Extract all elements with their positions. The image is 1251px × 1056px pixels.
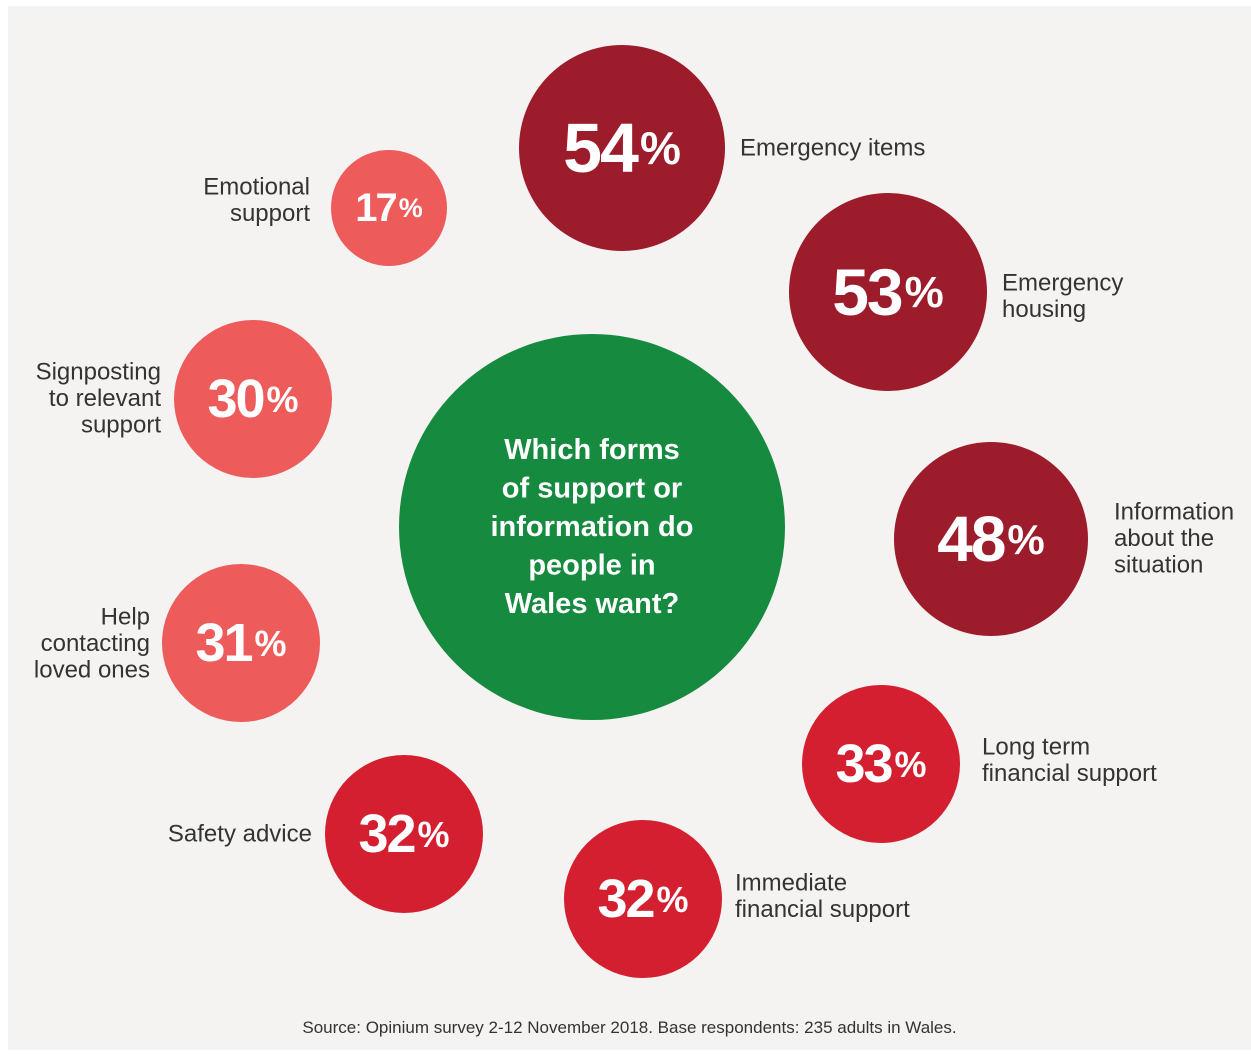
bubble-label: about the bbox=[1114, 525, 1214, 552]
bubble-value: 31% bbox=[195, 613, 286, 673]
bubble-label: Emotional bbox=[203, 174, 310, 201]
bubble-label: support bbox=[81, 412, 161, 439]
bubble-label: contacting bbox=[41, 630, 150, 657]
center-question-line: Which forms bbox=[504, 434, 680, 466]
bubble-31 bbox=[162, 564, 320, 722]
bubble-label: Information bbox=[1114, 499, 1234, 526]
bubble-label: support bbox=[230, 200, 310, 227]
bubble-label: Emergency bbox=[1002, 270, 1123, 297]
bubble-53 bbox=[789, 193, 987, 391]
bubble-30 bbox=[174, 320, 332, 478]
bubble-label: to relevant bbox=[49, 385, 161, 412]
infographic: Which forms of support or information do pe… bbox=[8, 6, 1251, 1050]
bubble-label: Safety advice bbox=[168, 821, 312, 848]
center-circle bbox=[399, 334, 785, 720]
bubble-label: situation bbox=[1114, 552, 1203, 579]
bubble-48 bbox=[894, 442, 1088, 636]
bubble-label: housing bbox=[1002, 296, 1086, 323]
bubble-value: 30% bbox=[207, 369, 298, 429]
bubble-label: financial support bbox=[735, 896, 910, 923]
bubble-label: financial support bbox=[982, 760, 1157, 787]
bubble-chart: Which forms of support or information do pe… bbox=[34, 45, 1234, 978]
bubble-value: 32% bbox=[597, 869, 688, 929]
bubble-label: Emergency items bbox=[740, 135, 925, 162]
bubble-32 bbox=[564, 820, 722, 978]
bubble-value: 48% bbox=[937, 503, 1045, 575]
bubble-33 bbox=[802, 685, 960, 843]
center-question-line: information do bbox=[491, 511, 694, 543]
bubble-32 bbox=[325, 755, 483, 913]
bubble-label: Immediate bbox=[735, 870, 847, 897]
center-question-line: Wales want? bbox=[505, 588, 680, 620]
bubble-label: Long term bbox=[982, 734, 1090, 761]
bubble-value: 33% bbox=[835, 734, 926, 794]
bubble-17 bbox=[331, 150, 447, 266]
bubble-label: Signposting bbox=[36, 359, 161, 386]
bubble-54 bbox=[519, 45, 725, 251]
bubble-value: 53% bbox=[832, 255, 944, 329]
bubble-value: 32% bbox=[358, 804, 449, 864]
center-question-line: of support or bbox=[502, 473, 682, 505]
source-note: Source: Opinium survey 2-12 November 201… bbox=[302, 1018, 957, 1037]
center-question-line: people in bbox=[528, 550, 655, 582]
bubble-label: Help bbox=[101, 604, 150, 631]
bubble-value: 17% bbox=[355, 186, 423, 230]
bubble-label: loved ones bbox=[34, 657, 150, 684]
bubble-value: 54% bbox=[563, 109, 681, 187]
